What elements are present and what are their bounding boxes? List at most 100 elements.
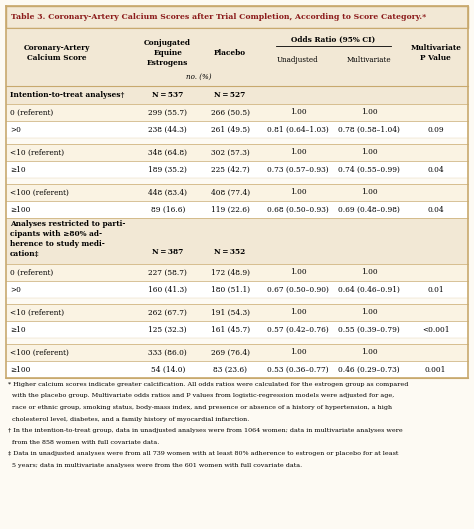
- Text: 1.00: 1.00: [361, 108, 377, 116]
- Text: 1.00: 1.00: [361, 349, 377, 357]
- Text: 0.68 (0.50–0.93): 0.68 (0.50–0.93): [267, 205, 329, 214]
- Text: 0.09: 0.09: [428, 125, 444, 133]
- Bar: [6, 361, 468, 378]
- Text: 269 (76.4): 269 (76.4): [210, 349, 250, 357]
- Text: 125 (32.3): 125 (32.3): [148, 325, 187, 333]
- Text: 0.001: 0.001: [425, 366, 447, 373]
- Text: 261 (49.5): 261 (49.5): [210, 125, 250, 133]
- Text: Intention-to-treat analyses†: Intention-to-treat analyses†: [10, 91, 124, 99]
- Text: 299 (55.7): 299 (55.7): [148, 108, 187, 116]
- Bar: [6, 6, 468, 28]
- Text: 1.00: 1.00: [290, 269, 306, 277]
- Bar: [6, 201, 468, 218]
- Text: 0 (referent): 0 (referent): [10, 108, 53, 116]
- Text: 348 (64.8): 348 (64.8): [148, 149, 187, 157]
- Bar: [6, 161, 468, 178]
- Text: 0.67 (0.50–0.90): 0.67 (0.50–0.90): [267, 286, 329, 294]
- Text: 0 (referent): 0 (referent): [10, 269, 53, 277]
- Bar: [6, 28, 468, 86]
- Text: 0.46 (0.29–0.73): 0.46 (0.29–0.73): [338, 366, 400, 373]
- Bar: [6, 321, 468, 338]
- Text: 119 (22.6): 119 (22.6): [210, 205, 249, 214]
- Text: with the placebo group. Multivariate odds ratios and P values from logistic-regr: with the placebo group. Multivariate odd…: [8, 394, 394, 398]
- Bar: [6, 184, 468, 201]
- Bar: [6, 344, 468, 361]
- Text: * Higher calcium scores indicate greater calcification. All odds ratios were cal: * Higher calcium scores indicate greater…: [8, 382, 409, 387]
- Text: Placebo: Placebo: [214, 49, 246, 57]
- Text: 191 (54.3): 191 (54.3): [210, 308, 250, 316]
- Text: 238 (44.3): 238 (44.3): [148, 125, 187, 133]
- Text: ≥10: ≥10: [10, 325, 26, 333]
- Text: 227 (58.7): 227 (58.7): [148, 269, 187, 277]
- Text: 1.00: 1.00: [361, 269, 377, 277]
- Text: 89 (16.6): 89 (16.6): [151, 205, 185, 214]
- Text: Multivariate: Multivariate: [347, 56, 392, 64]
- Text: <0.001: <0.001: [422, 325, 449, 333]
- Text: 54 (14.0): 54 (14.0): [151, 366, 185, 373]
- Bar: [6, 304, 468, 321]
- Text: >0: >0: [10, 286, 21, 294]
- Text: 0.53 (0.36–0.77): 0.53 (0.36–0.77): [267, 366, 329, 373]
- Text: cholesterol level, diabetes, and a family history of myocardial infarction.: cholesterol level, diabetes, and a famil…: [8, 416, 249, 422]
- Text: 408 (77.4): 408 (77.4): [210, 188, 250, 196]
- Text: 266 (50.5): 266 (50.5): [210, 108, 250, 116]
- Text: <100 (referent): <100 (referent): [10, 188, 69, 196]
- Text: Table 3. Coronary-Artery Calcium Scores after Trial Completion, According to Sco: Table 3. Coronary-Artery Calcium Scores …: [11, 13, 426, 21]
- Text: 333 (86.0): 333 (86.0): [148, 349, 187, 357]
- Text: 180 (51.1): 180 (51.1): [210, 286, 250, 294]
- Text: N = 387: N = 387: [152, 249, 183, 257]
- Text: N = 537: N = 537: [152, 91, 183, 99]
- Text: 1.00: 1.00: [361, 188, 377, 196]
- Text: 225 (42.7): 225 (42.7): [211, 166, 249, 174]
- Text: Conjugated
Equine
Estrogens: Conjugated Equine Estrogens: [144, 39, 191, 67]
- Text: ‡ Data in unadjusted analyses were from all 739 women with at least 80% adherenc: ‡ Data in unadjusted analyses were from …: [8, 451, 398, 456]
- Text: 302 (57.3): 302 (57.3): [211, 149, 249, 157]
- Text: <10 (referent): <10 (referent): [10, 149, 64, 157]
- Text: ≥100: ≥100: [10, 205, 30, 214]
- Text: 1.00: 1.00: [361, 308, 377, 316]
- Text: N = 352: N = 352: [214, 249, 246, 257]
- Text: 0.55 (0.39–0.79): 0.55 (0.39–0.79): [338, 325, 400, 333]
- Text: 0.78 (0.58–1.04): 0.78 (0.58–1.04): [338, 125, 400, 133]
- Text: 0.69 (0.48–0.98): 0.69 (0.48–0.98): [338, 205, 400, 214]
- Text: Analyses restricted to parti-
cipants with ≥80% ad-
herence to study medi-
catio: Analyses restricted to parti- cipants wi…: [10, 220, 126, 258]
- Text: no. (%): no. (%): [186, 73, 211, 81]
- Text: 172 (48.9): 172 (48.9): [210, 269, 250, 277]
- Bar: [6, 144, 468, 161]
- Text: 0.57 (0.42–0.76): 0.57 (0.42–0.76): [267, 325, 329, 333]
- Text: 1.00: 1.00: [290, 349, 306, 357]
- Text: 448 (83.4): 448 (83.4): [148, 188, 187, 196]
- Text: 0.73 (0.57–0.93): 0.73 (0.57–0.93): [267, 166, 329, 174]
- Text: >0: >0: [10, 125, 21, 133]
- Text: Unadjusted: Unadjusted: [277, 56, 319, 64]
- Text: N = 527: N = 527: [214, 91, 246, 99]
- Text: from the 858 women with full covariate data.: from the 858 women with full covariate d…: [8, 440, 159, 444]
- Text: † In the intention-to-treat group, data in unadjusted analyses were from 1064 wo: † In the intention-to-treat group, data …: [8, 428, 403, 433]
- Bar: [6, 86, 468, 104]
- Bar: [6, 264, 468, 281]
- Text: 189 (35.2): 189 (35.2): [148, 166, 187, 174]
- Text: Coronary-Artery
Calcium Score: Coronary-Artery Calcium Score: [24, 44, 90, 62]
- Text: Multivariate
P Value: Multivariate P Value: [410, 44, 461, 62]
- Text: 161 (45.7): 161 (45.7): [210, 325, 250, 333]
- Bar: [6, 104, 468, 121]
- Text: 0.04: 0.04: [428, 166, 444, 174]
- Text: 0.01: 0.01: [428, 286, 444, 294]
- Bar: [6, 121, 468, 138]
- Text: 1.00: 1.00: [361, 149, 377, 157]
- Bar: [6, 281, 468, 298]
- Text: 1.00: 1.00: [290, 308, 306, 316]
- Text: 5 years; data in multivariate analyses were from the 601 women with full covaria: 5 years; data in multivariate analyses w…: [8, 462, 302, 468]
- Text: 0.81 (0.64–1.03): 0.81 (0.64–1.03): [267, 125, 329, 133]
- Text: ≥10: ≥10: [10, 166, 26, 174]
- Text: 0.64 (0.46–0.91): 0.64 (0.46–0.91): [338, 286, 400, 294]
- Text: 0.74 (0.55–0.99): 0.74 (0.55–0.99): [338, 166, 400, 174]
- Text: 83 (23.6): 83 (23.6): [213, 366, 247, 373]
- Text: 0.04: 0.04: [428, 205, 444, 214]
- Text: 1.00: 1.00: [290, 188, 306, 196]
- Text: 1.00: 1.00: [290, 149, 306, 157]
- Text: 160 (41.3): 160 (41.3): [148, 286, 187, 294]
- Bar: [6, 218, 468, 264]
- Text: ≥100: ≥100: [10, 366, 30, 373]
- Text: 1.00: 1.00: [290, 108, 306, 116]
